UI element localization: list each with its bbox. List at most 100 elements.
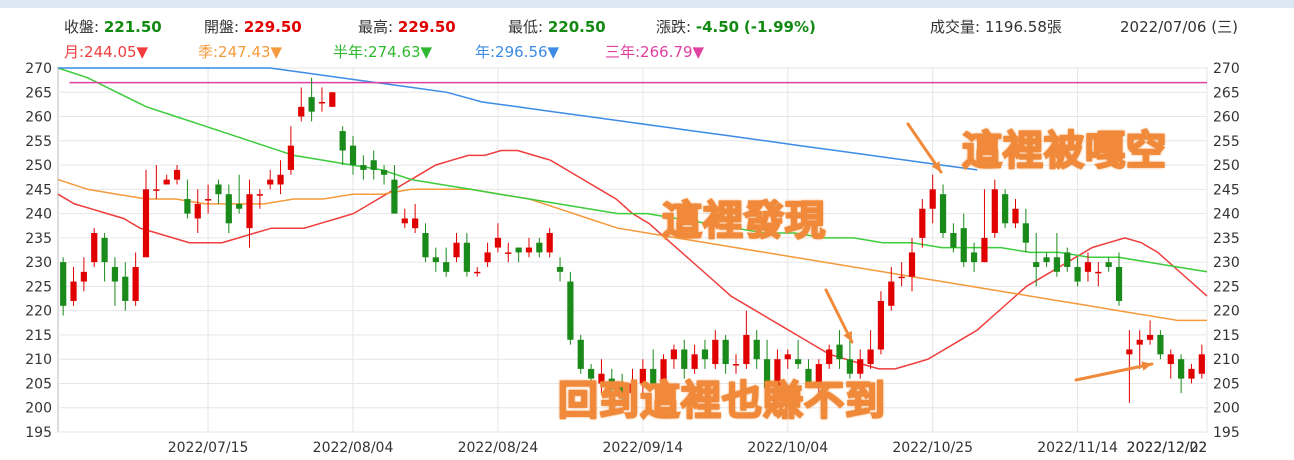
candle-body	[1157, 334, 1164, 355]
annotation-top-right: 這裡被嘎空	[961, 127, 1167, 175]
y-tick-label-right: 200	[1213, 401, 1240, 417]
volume-field: 成交量: 1196.58張	[930, 16, 1062, 37]
candle-body	[608, 378, 615, 384]
candle-body	[225, 194, 232, 224]
candle-body	[1136, 339, 1143, 345]
y-tick-label-right: 230	[1213, 255, 1240, 271]
candle-body	[815, 364, 822, 384]
candle-body	[132, 266, 139, 301]
y-tick-label-right: 255	[1213, 134, 1240, 150]
change-label: 漲跌:	[656, 18, 692, 36]
candle-body	[1002, 194, 1009, 224]
candle-body	[577, 339, 584, 369]
candle-body	[743, 334, 750, 365]
candle-body	[546, 233, 553, 253]
candle-body	[194, 203, 201, 219]
candle-body	[712, 339, 719, 365]
high-field: 最高: 229.50	[358, 16, 456, 37]
low-value: 220.50	[547, 18, 606, 36]
candle-body	[236, 203, 243, 209]
close-label: 收盤:	[64, 18, 100, 36]
y-tick-label-left: 200	[25, 401, 52, 417]
y-tick-label-left: 255	[25, 134, 52, 150]
candle-body	[298, 106, 305, 117]
candle-body	[556, 266, 564, 272]
candle-body	[204, 199, 212, 201]
annotation-bottom: 回到這裡也賺不到	[557, 377, 886, 425]
x-tick-label: 2022/08/24	[458, 440, 539, 456]
candle-body	[184, 199, 191, 214]
candle-body	[474, 271, 481, 274]
candle-body	[432, 257, 439, 263]
candle-body	[660, 359, 667, 384]
y-tick-label-right: 205	[1213, 376, 1240, 392]
annotation-middle: 這裡發現	[661, 197, 826, 245]
open-value: 229.50	[243, 18, 302, 36]
y-tick-label-right: 210	[1213, 352, 1240, 368]
candle-body	[70, 281, 77, 301]
y-tick-label-left: 205	[25, 376, 52, 392]
candle-body	[80, 271, 87, 282]
candle-body	[1022, 223, 1029, 243]
volume-label: 成交量:	[930, 18, 981, 36]
candle-body	[329, 92, 336, 107]
arrow-bottom	[1074, 362, 1154, 382]
candle-body	[981, 237, 988, 263]
y-tick-label-left: 245	[25, 182, 52, 198]
y-tick-label-left: 265	[25, 85, 52, 101]
change-value: -4.50	[695, 18, 740, 36]
candle-body	[1178, 359, 1185, 379]
candle-body	[681, 349, 688, 369]
legend-month: 月:244.05▼	[64, 43, 149, 61]
candle-body	[670, 349, 678, 360]
candle-body	[1074, 266, 1081, 282]
candle-body	[567, 281, 574, 340]
legend-three-year: 三年:266.79▼	[605, 43, 705, 61]
candle-body	[857, 359, 864, 374]
candle-body	[836, 344, 843, 360]
y-tick-label-left: 260	[25, 110, 52, 126]
candle-body	[173, 169, 181, 180]
candle-body	[774, 359, 781, 389]
date-label: 2022/07/06 (三)	[1120, 18, 1238, 36]
y-tick-label-right: 260	[1213, 110, 1240, 126]
close-value: 221.50	[103, 18, 162, 36]
y-tick-label-right: 225	[1213, 279, 1240, 295]
x-tick-label: 2022/11/14	[1037, 440, 1118, 456]
x-tick-label: 2022/12/22	[1127, 440, 1208, 456]
candle-body	[929, 189, 936, 209]
candle-body	[939, 194, 947, 234]
candle-body	[650, 368, 657, 384]
x-tick-label: 2022/10/25	[892, 440, 973, 456]
candle-body	[122, 276, 129, 301]
y-tick-label-left: 230	[25, 255, 52, 271]
candle-body	[1095, 271, 1102, 274]
candle-body	[318, 101, 326, 104]
candle-body	[1043, 257, 1050, 263]
candle-body	[215, 184, 222, 195]
candle-body	[991, 189, 998, 234]
y-tick-label-right: 245	[1213, 182, 1240, 198]
candle-body	[763, 359, 771, 389]
candle-body	[349, 145, 357, 166]
candle-body	[795, 359, 802, 365]
y-tick-label-left: 235	[25, 231, 52, 247]
y-tick-label-left: 250	[25, 158, 52, 174]
candle-body	[60, 262, 67, 306]
candle-body	[639, 368, 646, 384]
top-strip	[0, 0, 1294, 8]
candle-body	[339, 131, 346, 151]
legend-year: 年:296.56▼	[475, 43, 560, 61]
low-label: 最低:	[508, 18, 544, 36]
candle-body	[1126, 349, 1133, 355]
arrow-bottom-head	[1141, 361, 1152, 371]
candle-body	[826, 349, 833, 365]
candle-body	[277, 174, 284, 185]
candle-body	[970, 252, 978, 263]
candle-body	[453, 242, 460, 258]
open-label: 開盤:	[204, 18, 240, 36]
candle-body	[691, 354, 698, 369]
y-tick-label-right: 265	[1213, 85, 1240, 101]
arrow-middle-head	[843, 331, 852, 342]
candle-body	[412, 218, 419, 229]
